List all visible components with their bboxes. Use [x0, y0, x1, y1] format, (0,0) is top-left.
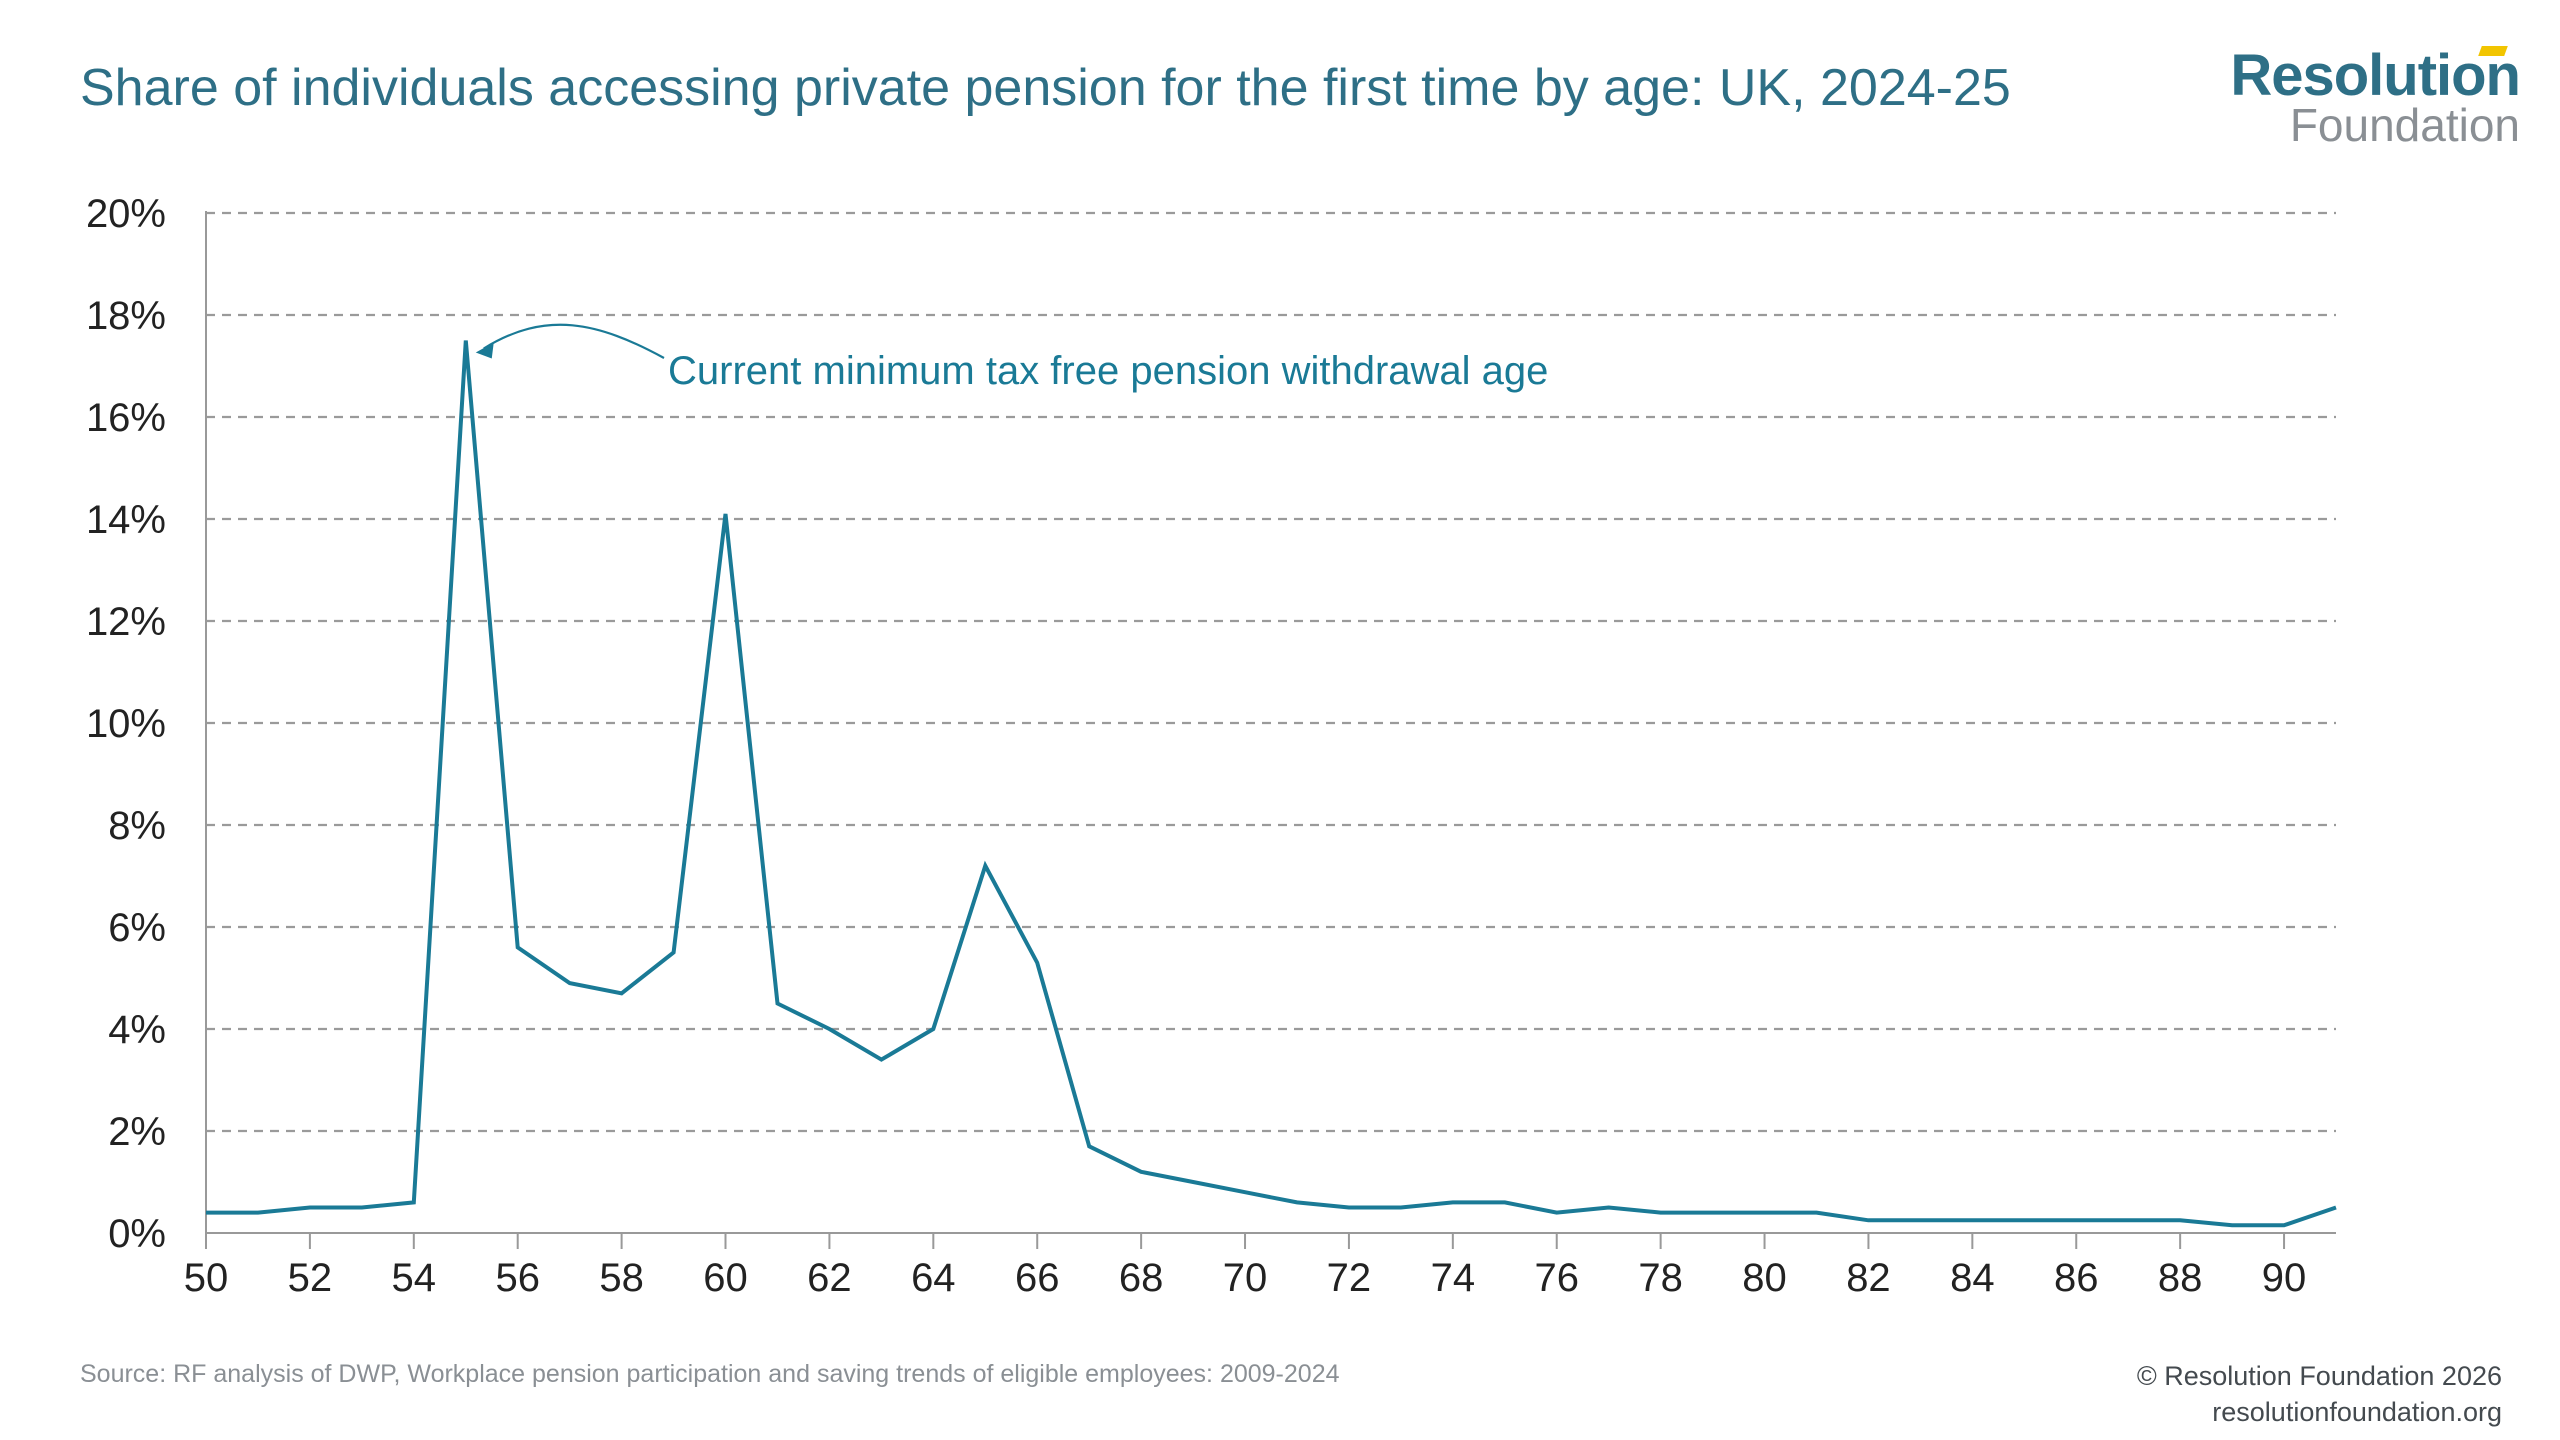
copyright-text: © Resolution Foundation 2026	[2136, 1361, 2502, 1391]
y-tick-label-18: 18%	[86, 294, 166, 338]
x-tick-label-80: 80	[1742, 1256, 1787, 1300]
gridlines	[206, 211, 2336, 1133]
x-tick-label-56: 56	[495, 1256, 540, 1300]
annotations: Current minimum tax free pension withdra…	[475, 323, 1548, 393]
x-tick-label-68: 68	[1119, 1256, 1164, 1300]
y-tick-label-12: 12%	[86, 600, 166, 644]
x-tick-label-88: 88	[2158, 1256, 2203, 1300]
series-line-0	[206, 340, 2337, 1228]
x-tick-label-78: 78	[1638, 1256, 1683, 1300]
y-tick-label-0: 0%	[108, 1212, 166, 1256]
x-tick-label-72: 72	[1327, 1256, 1372, 1300]
x-tick-label-64: 64	[911, 1256, 956, 1300]
y-tick-labels: 0% 2% 4% 6% 8% 10% 12% 14% 16% 18% 20%	[86, 192, 166, 1256]
y-tick-label-8: 8%	[108, 804, 166, 848]
x-tick-label-86: 86	[2054, 1256, 2099, 1300]
y-tick-label-16: 16%	[86, 396, 166, 440]
x-tick-label-90: 90	[2262, 1256, 2307, 1300]
x-tick-label-58: 58	[599, 1256, 644, 1300]
website-text: resolutionfoundation.org	[2212, 1397, 2502, 1427]
chart-title: Share of individuals accessing private p…	[80, 59, 2011, 117]
x-tick-label-82: 82	[1846, 1256, 1891, 1300]
axes	[205, 211, 2336, 1249]
y-tick-label-10: 10%	[86, 702, 166, 746]
x-tick-label-76: 76	[1534, 1256, 1579, 1300]
y-tick-label-20: 20%	[86, 192, 166, 236]
source-note: Source: RF analysis of DWP, Workplace pe…	[80, 1360, 1340, 1388]
x-tick-label-54: 54	[392, 1256, 437, 1300]
logo-line-1: Resolution	[2230, 43, 2521, 108]
y-tick-label-2: 2%	[108, 1110, 166, 1154]
annotation-arrowhead-0	[475, 342, 494, 359]
x-tick-label-74: 74	[1431, 1256, 1476, 1300]
x-tick-label-60: 60	[703, 1256, 748, 1300]
logo-line-2: Foundation	[2289, 99, 2520, 151]
x-tick-labels: 50 52 54 56 58 60 62 64 66 68 70 72 74 76 78 80 82 84 86 88…	[184, 1256, 2307, 1300]
x-tick-label-52: 52	[288, 1256, 333, 1300]
x-tick-label-50: 50	[184, 1256, 229, 1300]
x-tick-label-70: 70	[1223, 1256, 1268, 1300]
y-tick-label-4: 4%	[108, 1008, 166, 1052]
x-tick-label-66: 66	[1015, 1256, 1060, 1300]
y-tick-label-6: 6%	[108, 906, 166, 950]
annotation-label-0: Current minimum tax free pension withdra…	[668, 349, 1548, 393]
annotation-leader-0	[483, 323, 665, 359]
series	[205, 340, 2337, 1228]
copyright-block: © Resolution Foundation 2026 resolutionf…	[2137, 1358, 2502, 1430]
x-tick-label-62: 62	[807, 1256, 852, 1300]
line-chart: 0% 2% 4% 6% 8% 10% 12% 14% 16% 18% 20% 50 52 54 56 58 6…	[86, 192, 2337, 1300]
y-tick-label-14: 14%	[86, 498, 166, 542]
resolution-foundation-logo: Resolution Foundation	[2190, 42, 2521, 152]
x-tick-label-84: 84	[1950, 1256, 1995, 1300]
